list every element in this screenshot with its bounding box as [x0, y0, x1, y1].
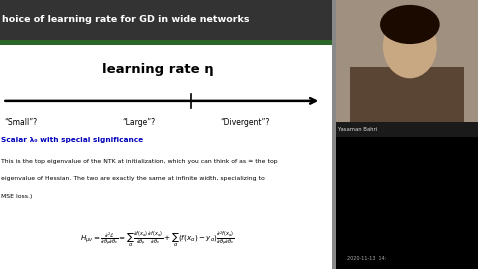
Text: $H_{\mu\nu} = \frac{\partial^2 \mathcal{L}}{\partial\theta_\mu \partial\theta_\n: $H_{\mu\nu} = \frac{\partial^2 \mathcal{… [80, 229, 235, 249]
Text: “Large”?: “Large”? [122, 118, 155, 127]
Text: “Small”?: “Small”? [5, 118, 38, 127]
Text: 2020-11-13  14:: 2020-11-13 14: [347, 256, 386, 261]
Text: “Divergent”?: “Divergent”? [220, 118, 269, 127]
Text: eigenvalue of Hessian. The two are exactly the same at infinite width, specializ: eigenvalue of Hessian. The two are exact… [1, 176, 265, 181]
Bar [336, 0, 478, 122]
Text: Scalar λ₀ with special significance: Scalar λ₀ with special significance [1, 137, 143, 143]
Bar [0, 0, 332, 269]
Text: MSE loss.): MSE loss.) [1, 194, 33, 199]
Text: This is the top eigenvalue of the NTK at initialization, which you can think of : This is the top eigenvalue of the NTK at… [1, 159, 278, 164]
Bar [0, 0, 332, 40]
Bar [336, 0, 478, 122]
Bar [336, 122, 478, 137]
Text: learning rate η: learning rate η [102, 63, 214, 76]
Text: Yasaman Bahri: Yasaman Bahri [338, 128, 378, 132]
Ellipse shape [383, 15, 437, 78]
Bar [350, 67, 464, 122]
Text: hoice of learning rate for GD in wide networks: hoice of learning rate for GD in wide ne… [2, 15, 250, 24]
Bar [332, 0, 336, 269]
Bar [336, 0, 478, 269]
Bar [0, 40, 332, 45]
Ellipse shape [380, 5, 440, 44]
